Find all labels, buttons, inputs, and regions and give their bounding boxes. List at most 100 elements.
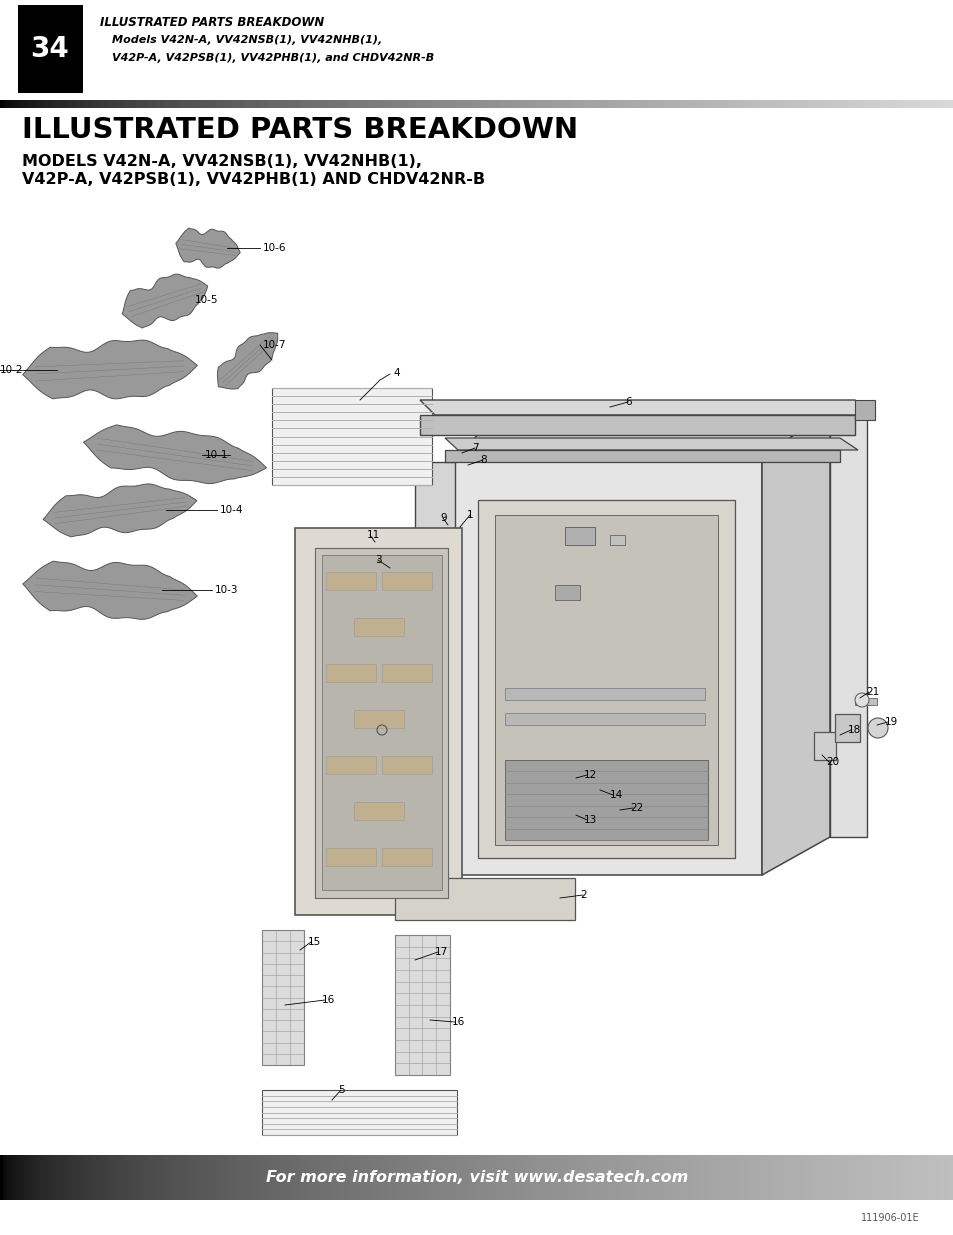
Bar	[207, 100, 210, 107]
Bar	[455, 1155, 457, 1200]
Bar	[7, 100, 10, 107]
Bar	[232, 100, 235, 107]
Bar	[721, 100, 724, 107]
Bar	[546, 1155, 550, 1200]
Bar	[784, 1155, 788, 1200]
Bar	[696, 100, 699, 107]
Polygon shape	[444, 450, 840, 462]
Bar	[822, 100, 826, 107]
Bar	[543, 100, 546, 107]
Bar	[521, 100, 524, 107]
Bar	[626, 100, 629, 107]
Bar	[460, 1155, 464, 1200]
Bar	[381, 100, 384, 107]
Text: 34: 34	[30, 35, 70, 63]
Bar	[353, 1155, 355, 1200]
Bar	[245, 1155, 248, 1200]
Bar	[210, 100, 213, 107]
Bar	[474, 1155, 476, 1200]
Bar	[753, 1155, 756, 1200]
Bar	[505, 100, 508, 107]
Bar	[724, 100, 727, 107]
Bar	[537, 1155, 540, 1200]
Bar	[607, 1155, 610, 1200]
Bar	[331, 100, 334, 107]
Bar	[874, 1155, 877, 1200]
Bar	[235, 1155, 238, 1200]
Bar	[619, 100, 622, 107]
Bar	[927, 1155, 931, 1200]
Bar	[362, 1155, 365, 1200]
Bar	[355, 1155, 359, 1200]
Text: 16: 16	[322, 995, 335, 1005]
Bar	[381, 664, 432, 682]
Bar	[343, 1155, 346, 1200]
Bar	[826, 1155, 829, 1200]
Bar	[326, 572, 375, 590]
Bar	[372, 100, 375, 107]
Bar	[674, 1155, 677, 1200]
Bar	[102, 1155, 105, 1200]
Bar	[677, 1155, 679, 1200]
Bar	[79, 1155, 83, 1200]
Bar	[781, 1155, 784, 1200]
Bar	[832, 1155, 836, 1200]
Bar	[575, 1155, 578, 1200]
Bar	[51, 100, 54, 107]
Bar	[346, 100, 350, 107]
Bar	[262, 1091, 456, 1135]
Bar	[92, 1155, 95, 1200]
Bar	[76, 1155, 79, 1200]
Bar	[354, 710, 403, 727]
Bar	[169, 1155, 172, 1200]
Bar	[419, 1155, 422, 1200]
Bar	[426, 1155, 429, 1200]
Bar	[289, 1155, 293, 1200]
Bar	[565, 100, 569, 107]
Bar	[260, 100, 264, 107]
Bar	[908, 100, 912, 107]
Bar	[16, 1155, 19, 1200]
Bar	[229, 100, 232, 107]
Bar	[705, 1155, 708, 1200]
Bar	[350, 100, 353, 107]
Bar	[279, 100, 283, 107]
Polygon shape	[495, 515, 718, 845]
Bar	[451, 1155, 455, 1200]
Bar	[607, 100, 610, 107]
Bar	[476, 1155, 479, 1200]
Bar	[718, 100, 721, 107]
Bar	[395, 935, 450, 1074]
Bar	[836, 1155, 839, 1200]
Bar	[610, 1155, 613, 1200]
Bar	[67, 100, 70, 107]
Bar	[174, 1155, 178, 1200]
Bar	[689, 1155, 693, 1200]
Bar	[355, 100, 359, 107]
Bar	[413, 100, 416, 107]
Bar	[834, 714, 859, 742]
Bar	[686, 100, 689, 107]
Bar	[241, 1155, 245, 1200]
Bar	[689, 100, 693, 107]
Bar	[660, 100, 664, 107]
Bar	[578, 1155, 581, 1200]
Bar	[45, 1155, 48, 1200]
Bar	[298, 1155, 302, 1200]
Text: 13: 13	[583, 815, 597, 825]
Circle shape	[867, 718, 887, 739]
Bar	[321, 1155, 324, 1200]
Bar	[95, 100, 98, 107]
Bar	[737, 1155, 740, 1200]
Polygon shape	[217, 332, 277, 389]
Bar	[686, 1155, 689, 1200]
Bar	[931, 1155, 934, 1200]
Bar	[397, 100, 400, 107]
Bar	[308, 100, 312, 107]
Bar	[667, 100, 670, 107]
Bar	[140, 100, 143, 107]
Bar	[531, 100, 534, 107]
Bar	[232, 1155, 235, 1200]
Bar	[562, 1155, 565, 1200]
Bar	[51, 1155, 54, 1200]
